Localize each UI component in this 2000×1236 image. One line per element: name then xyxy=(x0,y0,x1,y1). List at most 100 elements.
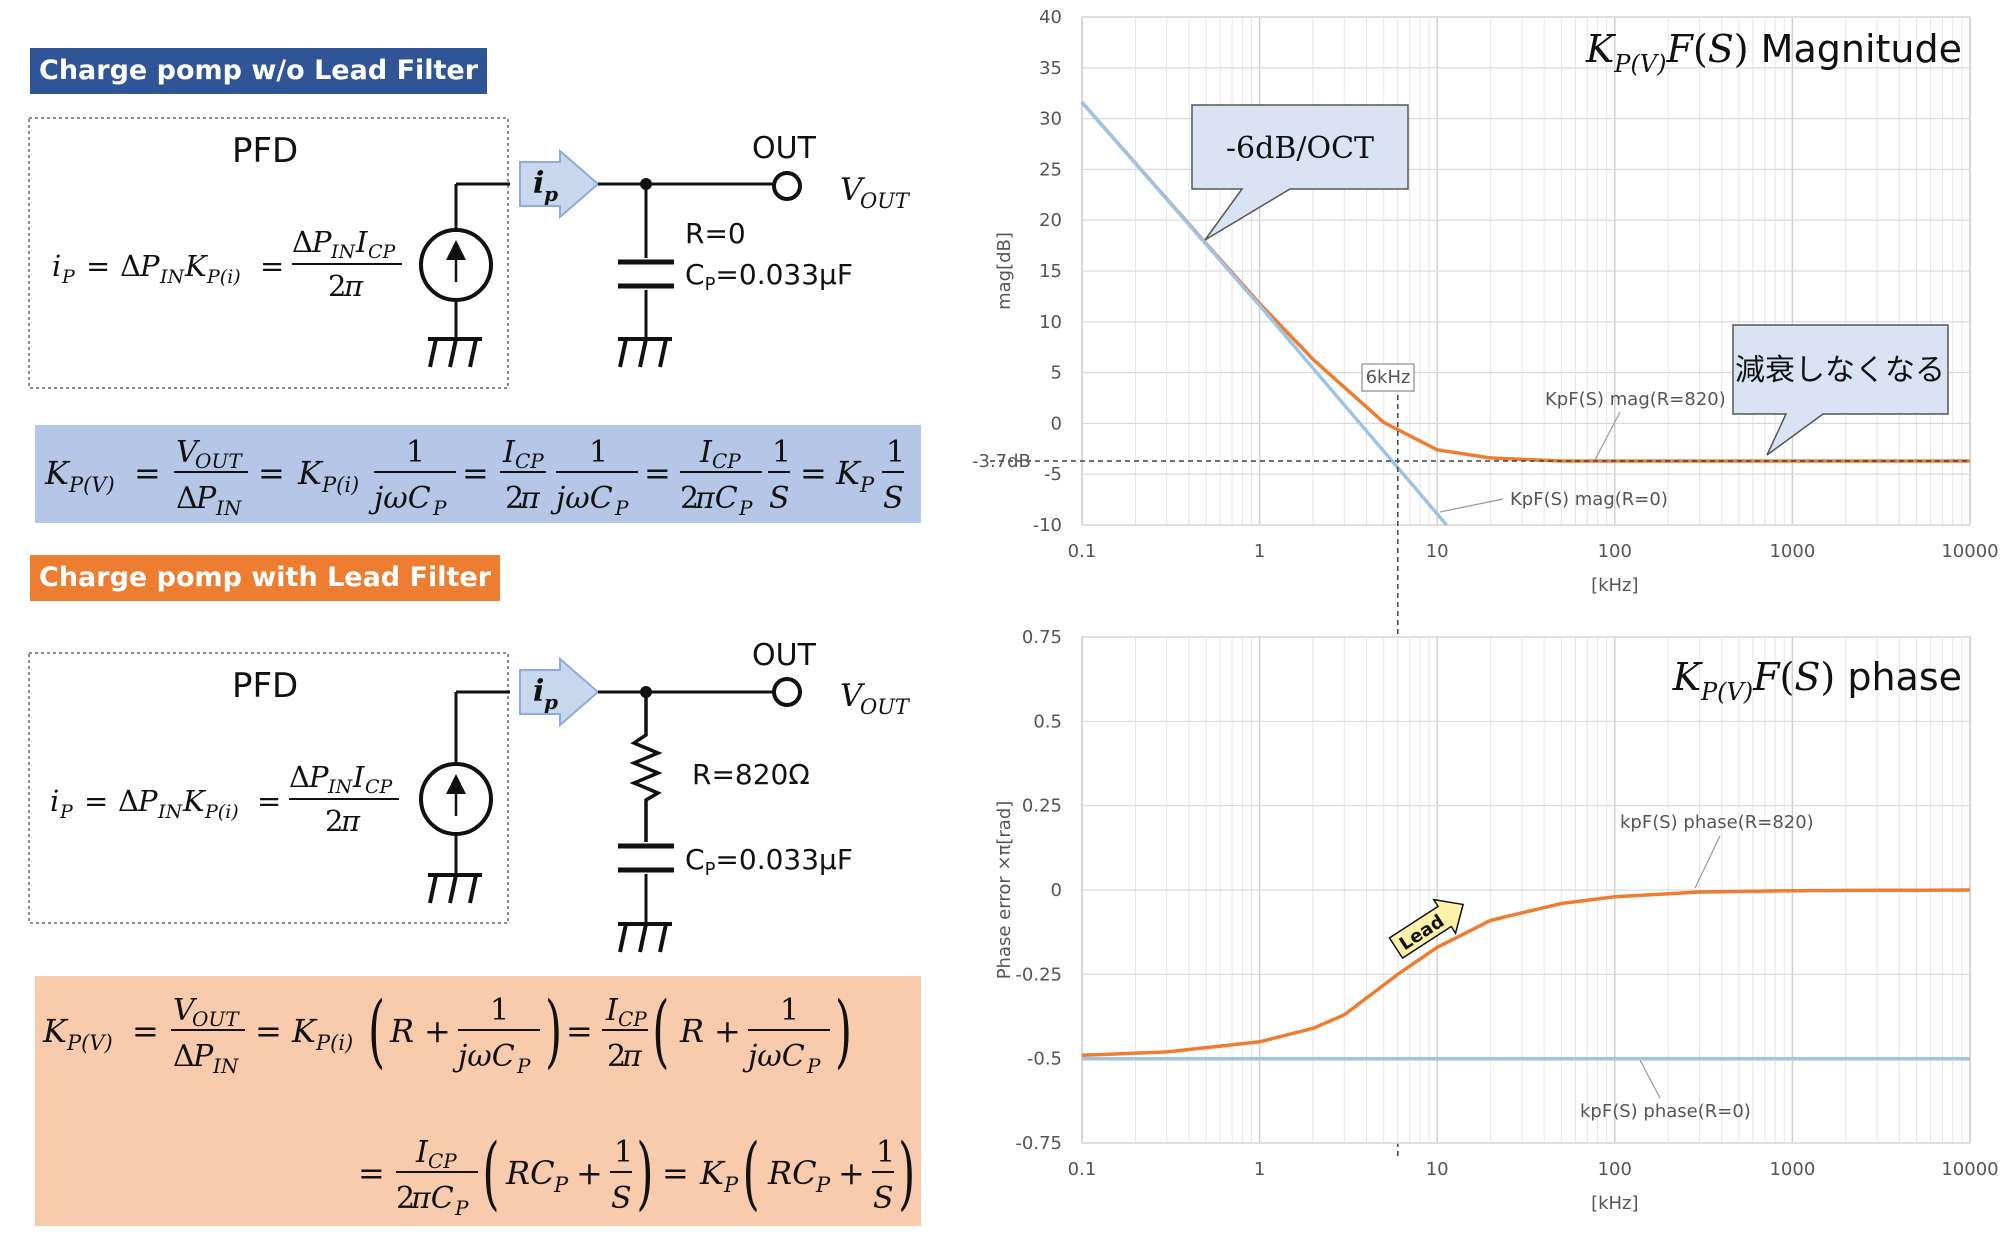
x-tick-label: 1 xyxy=(1254,1159,1265,1180)
svg-text:R: R xyxy=(389,1012,414,1050)
svg-text:πC: πC xyxy=(410,1181,454,1216)
level-label: -3.7dB xyxy=(972,451,1031,472)
lead-arrow-shape xyxy=(1388,898,1465,960)
leader-line xyxy=(1639,1059,1661,1099)
svg-text:=: = xyxy=(800,454,827,492)
top-ip-arrow xyxy=(519,148,600,220)
freq-label: 6kHz xyxy=(1366,367,1411,388)
svg-text:=: = xyxy=(255,1012,282,1050)
series-label-r820: kpF(S) phase(R=820) xyxy=(1620,812,1814,833)
svg-text:IN: IN xyxy=(327,776,354,798)
svg-text:=: = xyxy=(132,1012,159,1050)
bottom-pfd-box xyxy=(28,652,509,924)
bottom-cp-label: CP=0.033μF xyxy=(685,843,853,880)
svg-text:IN: IN xyxy=(159,266,186,288)
svg-text:R: R xyxy=(679,1012,704,1050)
svg-text:OUT: OUT xyxy=(192,1007,240,1031)
svg-text:1: 1 xyxy=(886,435,905,470)
svg-text:2: 2 xyxy=(607,1039,626,1074)
x-tick-label: 0.1 xyxy=(1068,541,1097,562)
svg-text:P(V): P(V) xyxy=(66,1031,113,1055)
y-tick-label: 10 xyxy=(1039,312,1062,333)
svg-text:=: = xyxy=(662,1154,689,1192)
svg-text:I: I xyxy=(355,225,368,259)
bottom-ip-arrow xyxy=(519,656,600,728)
svg-text:CP: CP xyxy=(368,241,397,263)
svg-text:=: = xyxy=(86,249,110,283)
svg-text:): ) xyxy=(835,985,852,1078)
svg-text:Δ: Δ xyxy=(118,784,139,818)
phase-chart: 0.1 1 10 100 1000 10000 0.75 0.5 0.25 0 -0.25 -0.5 -… xyxy=(994,627,1999,1214)
top-pfd-label: PFD xyxy=(232,131,298,171)
svg-text:i: i xyxy=(533,674,544,709)
svg-text:K: K xyxy=(42,1012,69,1050)
svg-text:=: = xyxy=(134,454,161,492)
magnitude-chart-title: KP(V)F(S) Magnitude xyxy=(1585,27,1962,78)
svg-text:IN: IN xyxy=(157,801,184,823)
svg-text:P: P xyxy=(859,473,875,497)
svg-text:(: ( xyxy=(368,985,385,1078)
top-r-label: R=0 xyxy=(685,217,746,250)
bottom-pfd-label: PFD xyxy=(232,666,298,706)
y-tick-label: -10 xyxy=(1033,515,1062,536)
bottom-formula-box xyxy=(35,976,921,1226)
svg-text:P: P xyxy=(815,1173,831,1197)
slope-label: -6dB/OCT xyxy=(1226,131,1374,166)
y-tick-label: 0.25 xyxy=(1022,796,1062,817)
svg-text:p: p xyxy=(544,182,558,206)
y-tick-label: -0.25 xyxy=(1015,964,1062,985)
svg-text:2: 2 xyxy=(396,1181,415,1216)
svg-text:I: I xyxy=(415,1135,429,1170)
svg-text:V: V xyxy=(840,172,866,208)
svg-text:P(V): P(V) xyxy=(68,473,115,497)
top-kpv-formula: K P(V) = V OUT Δ P IN = K P(i) 1 jωC P =… xyxy=(44,435,905,520)
svg-text:CP: CP xyxy=(618,1007,647,1031)
svg-text:V: V xyxy=(176,435,201,470)
without-lead-banner: Charge pomp w/o Lead Filter xyxy=(30,48,488,94)
svg-text:P: P xyxy=(516,1054,531,1078)
svg-text:π: π xyxy=(621,1039,643,1074)
top-ground-left-icon xyxy=(428,337,482,368)
series-label-r0: kpF(S) phase(R=0) xyxy=(1580,1101,1751,1122)
slope-callout xyxy=(1191,104,1409,241)
bottom-circuit: PFD i P = Δ P IN K P(i) = Δ P IN I CP 2 … xyxy=(28,638,911,953)
svg-text:π: π xyxy=(340,804,361,838)
svg-text:+: + xyxy=(714,1012,741,1050)
svg-text:I: I xyxy=(352,760,365,794)
svg-text:jωC: jωC xyxy=(550,481,613,516)
svg-text:P: P xyxy=(806,1054,821,1078)
svg-text:=: = xyxy=(260,249,284,283)
x-tick-label: 10 xyxy=(1426,541,1449,562)
svg-text:IN: IN xyxy=(215,496,243,520)
svg-text:P: P xyxy=(311,225,332,259)
flat-label: 減衰しなくなる xyxy=(1735,353,1945,388)
with-lead-banner: Charge pomp with Lead Filter xyxy=(30,555,501,601)
svg-text:): ) xyxy=(636,1127,653,1220)
svg-text:P(i): P(i) xyxy=(206,266,241,288)
svg-text:=: = xyxy=(462,454,489,492)
leader-line xyxy=(1594,411,1621,461)
svg-text:(: ( xyxy=(482,1127,499,1220)
svg-text:1: 1 xyxy=(589,435,608,470)
svg-text:P: P xyxy=(192,1039,214,1074)
svg-text:πC: πC xyxy=(694,481,738,516)
y-tick-label: 30 xyxy=(1039,109,1062,130)
svg-text:CP: CP xyxy=(712,449,741,473)
svg-text:=: = xyxy=(257,784,281,818)
svg-text:V: V xyxy=(840,678,866,714)
svg-text:P: P xyxy=(139,249,160,283)
leader-line xyxy=(1439,498,1504,513)
svg-text:RC: RC xyxy=(767,1154,817,1192)
svg-text:I: I xyxy=(502,435,516,470)
svg-text:Δ: Δ xyxy=(176,481,198,516)
svg-text:OUT: OUT xyxy=(860,695,911,719)
flat-callout xyxy=(1732,324,1949,456)
svg-text:OUT: OUT xyxy=(860,189,911,213)
x-tick-label: 0.1 xyxy=(1068,1159,1097,1180)
svg-text:=: = xyxy=(358,1154,385,1192)
svg-text:(: ( xyxy=(743,1127,760,1220)
top-out-terminal xyxy=(772,171,802,201)
top-ground-right-icon xyxy=(618,337,672,368)
x-axis-label: [kHz] xyxy=(1591,1193,1638,1214)
svg-text:I: I xyxy=(699,435,713,470)
